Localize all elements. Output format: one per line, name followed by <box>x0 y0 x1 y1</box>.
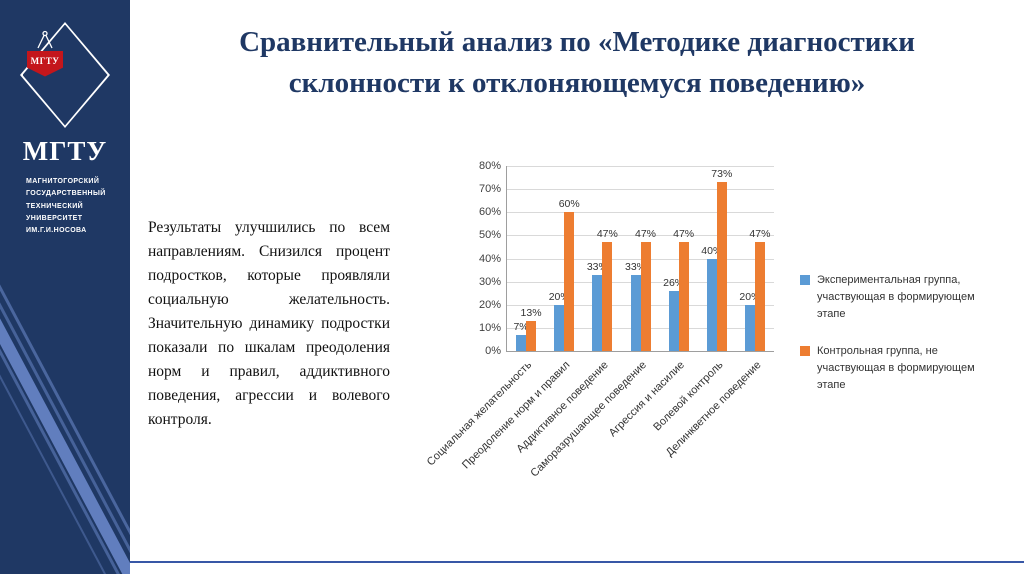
university-name: МАГНИТОГОРСКИЙ ГОСУДАРСТВЕННЫЙ ТЕХНИЧЕСК… <box>26 176 106 237</box>
bar-chart: 0% 10% 20% 30% 40% 50% 60% 70% 80% 7% 13% 20% 60% 33%… <box>425 146 1008 518</box>
university-emblem: МГТУ <box>0 0 90 106</box>
bar-value-label: 7% <box>513 320 529 333</box>
x-axis-category-label: Волевой контроль <box>650 359 726 434</box>
gridline <box>507 166 774 167</box>
chart-legend: Экспериментальная группа, участвующая в … <box>800 272 990 414</box>
y-axis-tick-label: 40% <box>478 252 501 265</box>
university-name-line: ИМ.Г.И.НОСОВА <box>26 227 87 234</box>
y-axis-tick-label: 70% <box>478 183 501 196</box>
bar-series-1 <box>630 274 641 351</box>
y-axis-tick-label: 30% <box>478 275 501 288</box>
bar-value-label: 73% <box>711 168 733 181</box>
bar-series-2 <box>754 242 765 351</box>
bar-series-2 <box>640 242 651 351</box>
gridline <box>507 189 774 191</box>
logo-badge: МГТУ <box>27 50 63 77</box>
gridline <box>507 212 774 214</box>
slide-title: Сравнительный анализ по «Методике диагно… <box>239 26 915 99</box>
legend-swatch-1 <box>800 275 810 285</box>
chart-x-labels: Социальная желательность Преодоление норм… <box>425 355 774 515</box>
bar-series-2 <box>526 320 537 351</box>
bar-series-1 <box>744 304 755 351</box>
bar-value-label: 47% <box>673 228 695 241</box>
y-axis-tick-label: 0% <box>485 345 501 357</box>
bar-series-1 <box>668 290 679 351</box>
y-axis-tick-label: 10% <box>478 321 501 334</box>
y-axis-tick-label: 60% <box>478 206 501 219</box>
bar-series-1 <box>592 274 603 351</box>
y-axis-tick-label: 80% <box>478 160 501 172</box>
legend-label: Контрольная группа, не участвующая в фор… <box>817 345 975 392</box>
bar-series-2 <box>602 242 613 351</box>
bar-value-label: 13% <box>520 306 542 319</box>
university-name-line: ТЕХНИЧЕСКИЙ <box>26 202 84 210</box>
y-axis-tick-label: 20% <box>478 298 501 311</box>
bar-value-label: 60% <box>558 198 580 211</box>
bar-series-1 <box>706 258 717 351</box>
gridline <box>507 235 774 237</box>
body-paragraph: Результаты улучшились по всем направлени… <box>148 219 390 429</box>
legend-label: Экспериментальная группа, участвующая в … <box>817 274 975 321</box>
university-name-line: ГОСУДАРСТВЕННЫЙ <box>26 190 106 198</box>
bar-series-1 <box>516 334 527 351</box>
bar-value-label: 47% <box>634 228 657 241</box>
footer-accent-line <box>130 561 1024 563</box>
chart-plot: 0% 10% 20% 30% 40% 50% 60% 70% 80% 7% 13% 20% 60% 33%… <box>479 160 774 357</box>
y-axis-tick-label: 50% <box>478 229 501 242</box>
sidebar: МГТУ МГТУ МАГНИТОГОРСКИЙ ГОСУДАРСТВЕННЫЙ… <box>0 0 130 574</box>
diagonal-stripe <box>0 262 130 574</box>
legend-swatch-2 <box>800 346 810 357</box>
legend-item: Экспериментальная группа, участвующая в … <box>800 272 990 323</box>
university-name-line: УНИВЕРСИТЕТ <box>26 214 83 222</box>
bar-series-2 <box>678 242 689 351</box>
bar-value-label: 47% <box>749 228 771 241</box>
legend-item: Контрольная группа, не участвующая в фор… <box>800 343 990 394</box>
bar-series-2 <box>716 182 727 351</box>
university-acronym: МГТУ <box>22 136 108 166</box>
compass-divider-icon <box>37 30 53 48</box>
bar-value-label: 47% <box>596 228 618 241</box>
bar-series-1 <box>554 304 565 351</box>
bar-series-2 <box>564 212 575 351</box>
university-name-line: МАГНИТОГОРСКИЙ <box>26 178 100 185</box>
